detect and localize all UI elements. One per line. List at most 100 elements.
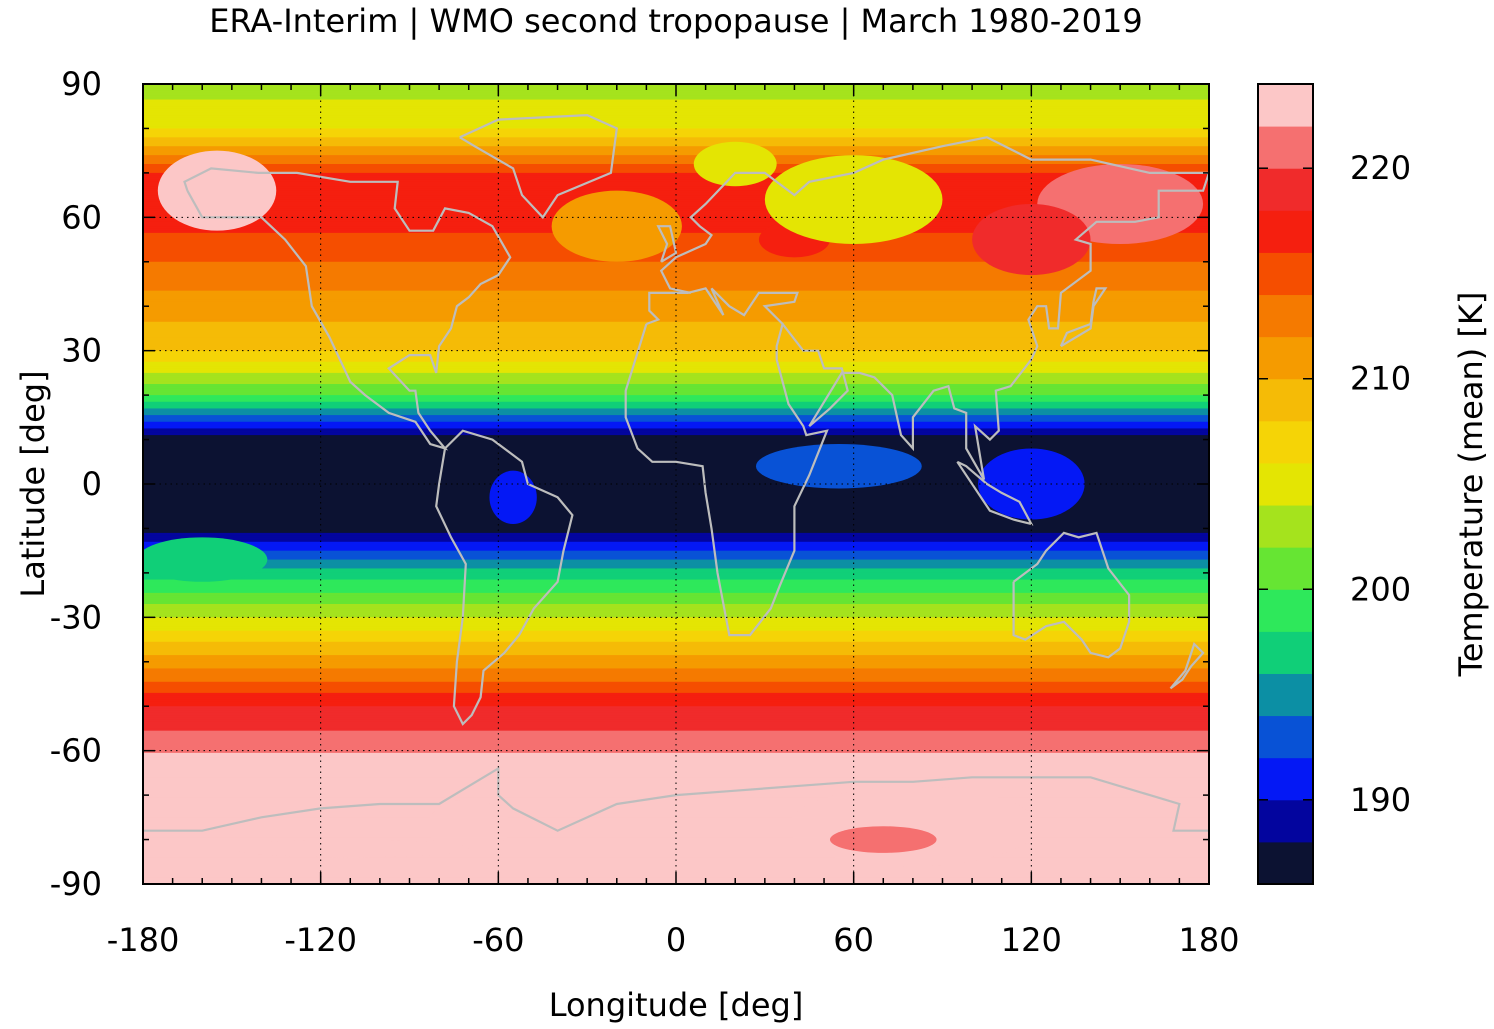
lat-band: [143, 172, 1209, 176]
y-tick-label: 0: [82, 465, 102, 503]
lat-band: [143, 819, 1209, 823]
colorbar-segment: [1258, 420, 1313, 464]
lat-band: [143, 717, 1209, 721]
lat-band: [143, 106, 1209, 110]
lat-band: [143, 197, 1209, 201]
lat-band: [143, 784, 1209, 787]
lat-band: [143, 368, 1209, 372]
lat-band: [143, 404, 1209, 407]
lat-band: [143, 590, 1209, 594]
lat-band: [143, 455, 1209, 458]
lat-band: [143, 570, 1209, 574]
lat-band: [143, 497, 1209, 501]
lat-band: [143, 577, 1209, 581]
north-america-coast: [183, 167, 512, 451]
lat-band: [143, 168, 1209, 172]
regional-anomalies: [143, 141, 1204, 867]
lat-band: [143, 601, 1209, 605]
lat-band: [143, 184, 1209, 187]
south-pacific-patch: [143, 537, 268, 582]
lat-band: [143, 786, 1209, 790]
colorbar-segment: [1258, 378, 1313, 422]
lat-band: [143, 384, 1209, 387]
lat-band: [143, 672, 1209, 676]
japan-coast: [1059, 287, 1108, 348]
lat-band: [143, 772, 1209, 776]
australia-coast: [1012, 531, 1131, 659]
lat-band: [143, 141, 1209, 145]
lat-band: [143, 252, 1209, 256]
lat-band: [143, 566, 1209, 570]
asia-coast: [659, 136, 1209, 481]
lat-band: [143, 821, 1209, 825]
lat-band: [143, 750, 1209, 754]
lat-band: [143, 306, 1209, 310]
colorbar-segment: [1258, 589, 1313, 632]
lat-band: [143, 481, 1209, 485]
lat-band: [143, 426, 1209, 430]
lat-band: [143, 448, 1209, 452]
lat-band: [143, 370, 1209, 374]
lat-band: [143, 752, 1209, 756]
lat-band: [143, 839, 1209, 843]
y-axis: 90 60 30 0 -30 -60 -90: [50, 65, 1209, 903]
lat-band: [143, 650, 1209, 654]
lat-band: [143, 530, 1209, 534]
lat-band: [143, 406, 1209, 410]
lat-band: [143, 670, 1209, 674]
lat-band: [143, 515, 1209, 518]
lat-band: [143, 201, 1209, 205]
lat-band: [143, 779, 1209, 783]
west-antarctica-patch: [427, 799, 511, 853]
lat-band: [143, 712, 1209, 716]
lat-band: [143, 410, 1209, 414]
x-tick-label: 120: [1001, 921, 1062, 959]
lat-band: [143, 535, 1209, 538]
colorbar-label: Temperature (mean) [K]: [1452, 292, 1490, 678]
lat-band: [143, 357, 1209, 361]
lat-band: [143, 486, 1209, 490]
lat-band: [143, 157, 1209, 161]
lat-band: [143, 761, 1209, 765]
lat-band: [143, 546, 1209, 550]
lat-band: [143, 597, 1209, 601]
lat-band: [143, 139, 1209, 143]
x-axis: -180 -120 -60 0 60 120 180: [107, 84, 1240, 959]
colorbar-segment: [1258, 715, 1313, 759]
lat-band: [143, 579, 1209, 583]
lat-band: [143, 299, 1209, 303]
lat-band: [143, 664, 1209, 667]
lat-band: [143, 768, 1209, 772]
colorbar-segment: [1258, 505, 1313, 548]
lat-band: [143, 452, 1209, 456]
lat-band: [143, 119, 1209, 123]
indonesia-coast: [956, 460, 1034, 526]
lat-band: [143, 844, 1209, 847]
ross-shelf-patch: [231, 839, 469, 858]
lat-band: [143, 708, 1209, 712]
lat-band: [143, 652, 1209, 656]
lat-band: [143, 668, 1209, 672]
x-tick-label: -180: [107, 921, 180, 959]
lat-band: [143, 399, 1209, 403]
lat-band: [143, 346, 1209, 350]
lat-band: [143, 521, 1209, 525]
lat-band: [143, 508, 1209, 512]
lat-band: [143, 757, 1209, 761]
colorbar-segment: [1258, 294, 1313, 338]
lat-band: [143, 739, 1209, 743]
lat-band: [143, 266, 1209, 270]
lat-band: [143, 428, 1209, 432]
lat-band: [143, 190, 1209, 194]
lat-band: [143, 499, 1209, 503]
lat-band: [143, 361, 1209, 365]
lat-band: [143, 537, 1209, 541]
colorbar-tick-label: 190: [1350, 781, 1411, 819]
lat-band: [143, 797, 1209, 801]
lat-band: [143, 175, 1209, 178]
lat-band: [143, 519, 1209, 523]
lat-band: [143, 339, 1209, 343]
lat-band: [143, 337, 1209, 341]
atlantic-cool-patch: [551, 190, 682, 262]
